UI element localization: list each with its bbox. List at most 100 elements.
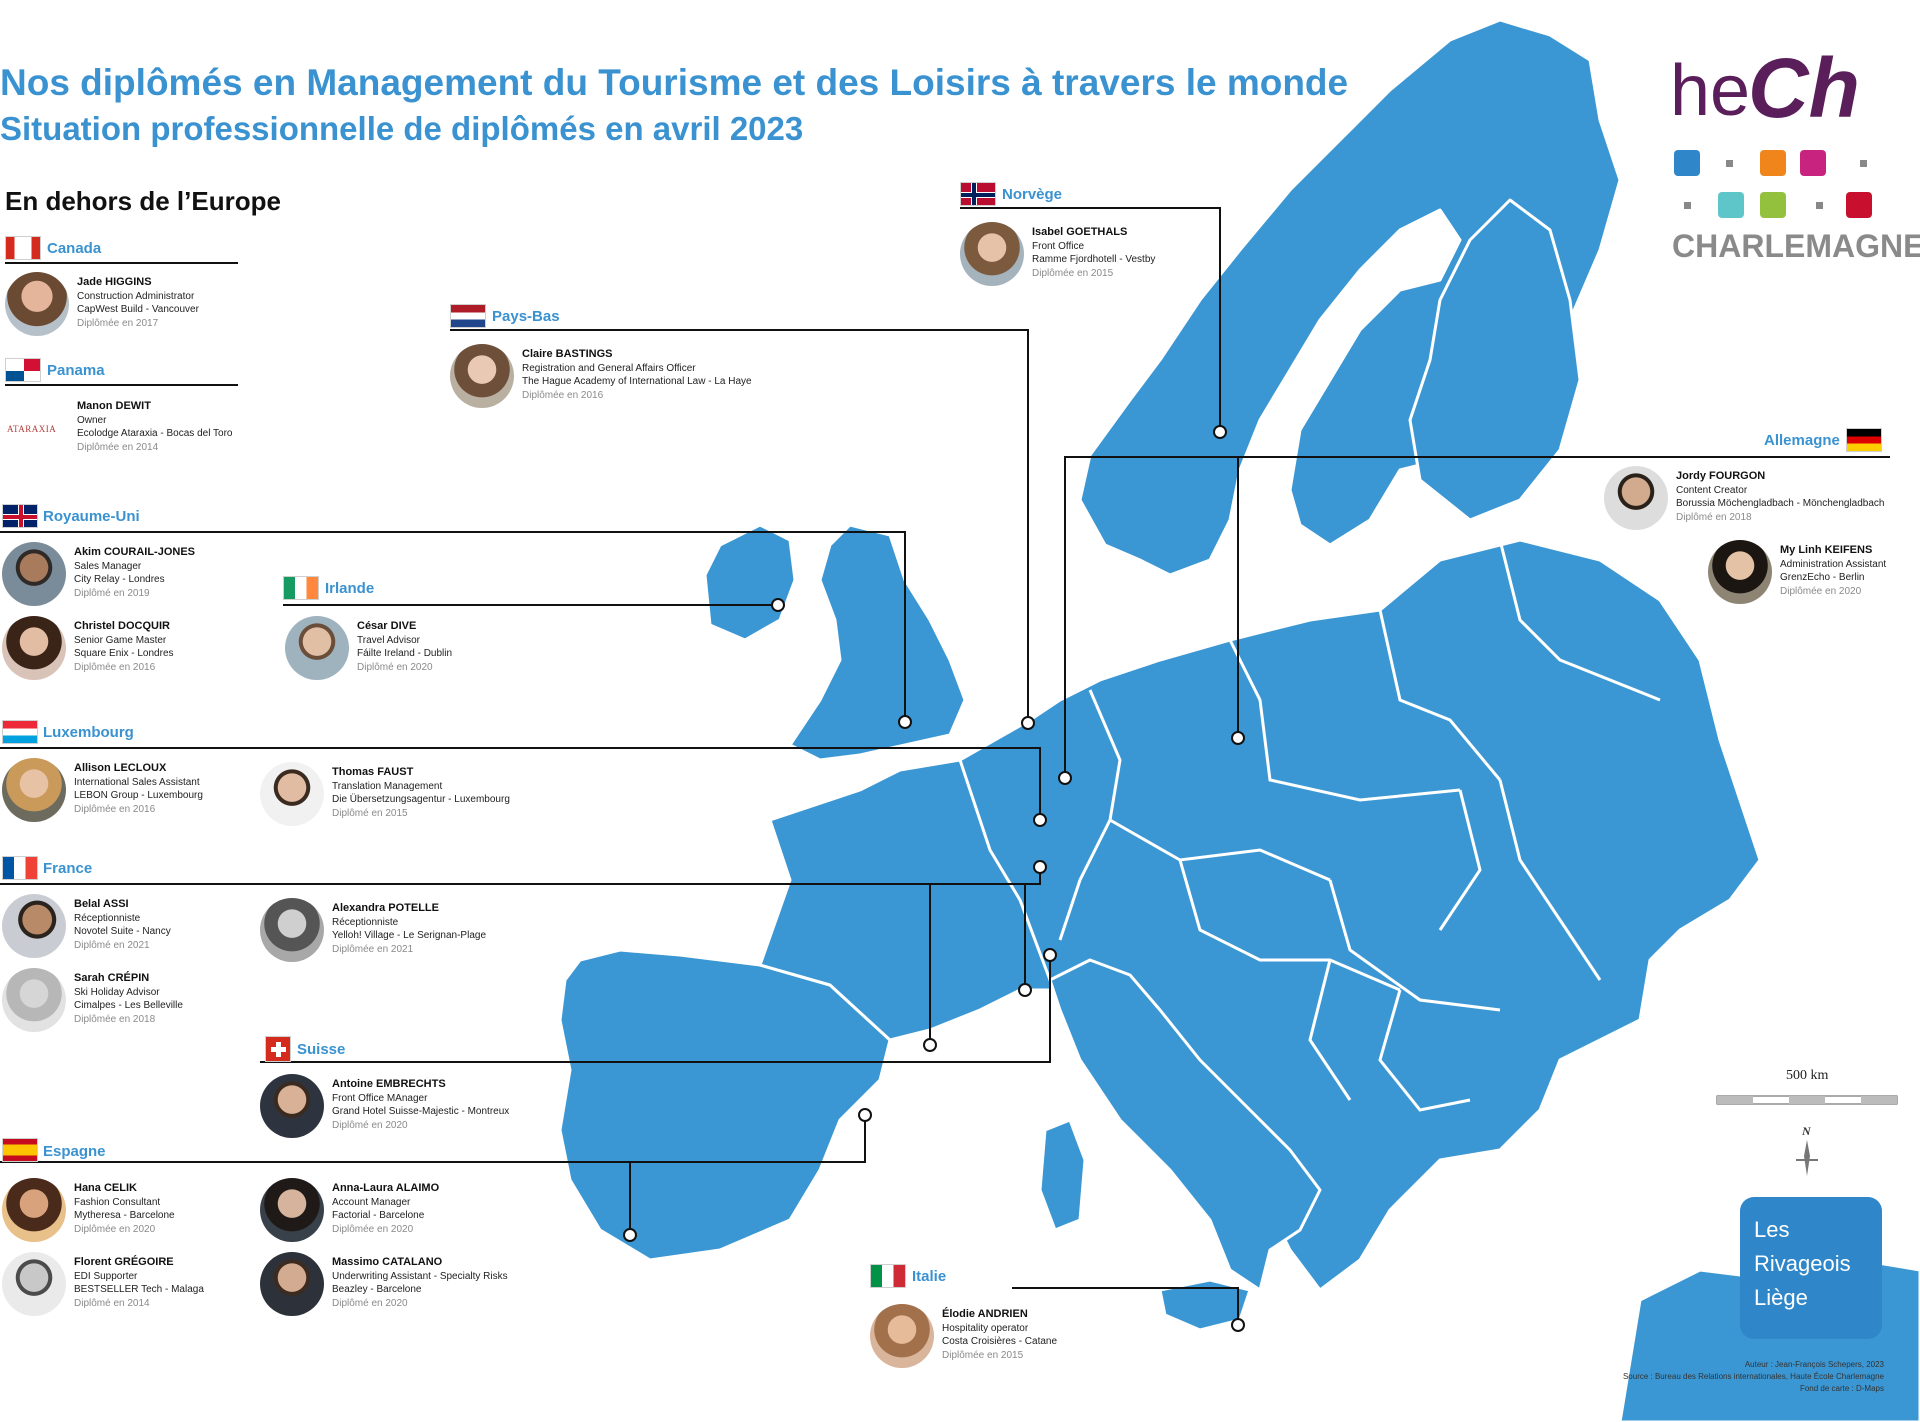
graduate-org: Borussia Möchengladbach - Mönchengladbac…	[1676, 498, 1885, 509]
flag-luxembourg-icon	[2, 720, 38, 744]
graduate-name: Anna-Laura ALAIMO	[332, 1182, 440, 1194]
avatar	[450, 344, 514, 408]
flag-panama-icon	[5, 358, 41, 382]
graduate-role: Réceptionniste	[332, 916, 399, 928]
flag-norway-icon	[960, 182, 996, 206]
logo-dot	[1684, 202, 1691, 209]
graduate-org: Square Enix - Londres	[74, 648, 174, 659]
logo-square-magenta	[1800, 150, 1826, 176]
country-switzerland: Suisse	[297, 1041, 346, 1058]
graduate-org: Mytheresa - Barcelone	[74, 1210, 175, 1221]
graduate-name: Claire BASTINGS	[522, 348, 613, 360]
graduate-name: Allison LECLOUX	[74, 762, 167, 774]
flag-switzerland-icon	[265, 1036, 291, 1062]
graduate-card-mylinh: My Linh KEIFENS Administration Assistant…	[1708, 540, 1908, 608]
credits-source: Source : Bureau des Relations internatio…	[1622, 1372, 1884, 1381]
avatar	[1708, 540, 1772, 604]
graduate-org: GrenzEcho - Berlin	[1780, 572, 1865, 583]
avatar	[2, 616, 66, 680]
logo-dot	[1816, 202, 1823, 209]
page-title: Nos diplômés en Management du Tourisme e…	[0, 62, 1349, 103]
avatar	[260, 1178, 324, 1242]
graduate-org: BESTSELLER Tech - Malaga	[74, 1284, 204, 1295]
graduate-year: Diplômé en 2020	[332, 1297, 408, 1309]
flag-spain-icon	[2, 1138, 38, 1162]
hech-logo: he Ch	[1670, 40, 1890, 270]
credits-basemap: Fond de carte : D-Maps	[1799, 1384, 1884, 1393]
graduate-name: Sarah CRÉPIN	[74, 972, 150, 984]
credits-author: Auteur : Jean-François Schepers, 2023	[1744, 1360, 1884, 1369]
graduate-role: Front Office	[1032, 240, 1085, 252]
divider	[5, 262, 238, 264]
graduate-year: Diplômé en 2020	[332, 1119, 408, 1131]
scale-label: 500 km	[1786, 1068, 1829, 1083]
page-subtitle: Situation professionnelle de diplômés en…	[0, 110, 804, 147]
north-label: N	[1802, 1124, 1811, 1138]
graduate-role: Fashion Consultant	[74, 1196, 161, 1208]
avatar	[260, 1252, 324, 1316]
avatar	[2, 894, 66, 958]
graduate-role: EDI Supporter	[74, 1270, 138, 1282]
graduate-card-belal: Belal ASSI Réceptionniste Novotel Suite …	[2, 894, 362, 962]
graduate-name: Thomas FAUST	[332, 766, 414, 778]
graduate-name: Christel DOCQUIR	[74, 620, 170, 632]
graduate-year: Diplômée en 2018	[74, 1013, 156, 1025]
graduate-org: Die Übersetzungsagentur - Luxembourg	[332, 794, 510, 805]
graduate-year: Diplômée en 2015	[1032, 267, 1114, 279]
logo-square-orange	[1760, 150, 1786, 176]
country-france: France	[43, 860, 93, 877]
avatar	[2, 968, 66, 1032]
avatar	[260, 762, 324, 826]
graduate-card-christel: Christel DOCQUIR Senior Game Master Squa…	[2, 616, 362, 684]
graduate-org: Novotel Suite - Nancy	[74, 926, 171, 937]
graduate-org: The Hague Academy of International Law -…	[522, 376, 752, 387]
graduate-year: Diplômé en 2018	[1676, 511, 1752, 523]
country-germany: Allemagne	[1764, 432, 1840, 449]
graduate-org: Ramme Fjordhotell - Vestby	[1032, 254, 1156, 265]
ataraxia-logo: ATARAXIA	[5, 396, 69, 460]
avatar	[2, 1252, 66, 1316]
graduate-card-elodie: Élodie ANDRIEN Hospitality operator Cost…	[870, 1304, 1230, 1372]
graduate-role: Account Manager	[332, 1196, 411, 1208]
graduate-role: Registration and General Affairs Officer	[522, 362, 696, 374]
iberia	[558, 948, 892, 1262]
graduate-role: Content Creator	[1676, 484, 1748, 496]
graduate-role: Administration Assistant	[1780, 558, 1887, 570]
logo-square-blue	[1674, 150, 1700, 176]
graduate-role: Sales Manager	[74, 560, 142, 572]
graduate-role: Réceptionniste	[74, 912, 141, 924]
logo-he: he	[1670, 51, 1751, 131]
graduate-role: Front Office MAnager	[332, 1092, 428, 1104]
graduate-year: Diplômée en 2020	[74, 1223, 156, 1235]
logo-square-red	[1846, 192, 1872, 218]
graduate-org: Ecolodge Ataraxia - Bocas del Toro	[77, 428, 233, 439]
graduate-year: Diplômé en 2015	[332, 807, 408, 819]
avatar	[1604, 466, 1668, 530]
graduate-name: Hana CELIK	[74, 1182, 137, 1194]
graduate-year: Diplômé en 2019	[74, 587, 150, 599]
compass-icon	[1796, 1140, 1818, 1176]
country-uk: Royaume-Uni	[43, 508, 140, 525]
graduate-card-claire: Claire BASTINGS Registration and General…	[450, 344, 810, 412]
avatar	[870, 1304, 934, 1368]
rivageois-line2: Rivageois	[1754, 1251, 1851, 1276]
flag-ireland-icon	[283, 576, 319, 600]
graduate-card-jade: Jade HIGGINS Construction Administrator …	[5, 272, 365, 340]
graduate-year: Diplômé en 2014	[74, 1297, 150, 1309]
graduate-name: Manon DEWIT	[77, 400, 151, 412]
graduate-role: Underwriting Assistant - Specialty Risks	[332, 1270, 508, 1282]
avatar	[260, 898, 324, 962]
finland	[1408, 198, 1582, 522]
country-canada: Canada	[47, 240, 102, 257]
ireland	[703, 523, 797, 642]
graduate-name: Jade HIGGINS	[77, 276, 152, 288]
graduate-card-cesar: César DIVE Travel Advisor Fáilte Ireland…	[285, 616, 645, 684]
graduate-org: LEBON Group - Luxembourg	[74, 790, 203, 801]
graduate-year: Diplômé en 2021	[74, 939, 150, 951]
graduate-card-alexandra: Alexandra POTELLE Réceptionniste Yelloh!…	[260, 898, 620, 966]
rivageois-logo: Les Rivageois Liège	[1740, 1197, 1882, 1339]
graduate-role: Ski Holiday Advisor	[74, 986, 160, 998]
avatar	[5, 272, 69, 336]
graduate-role: Construction Administrator	[77, 290, 195, 302]
